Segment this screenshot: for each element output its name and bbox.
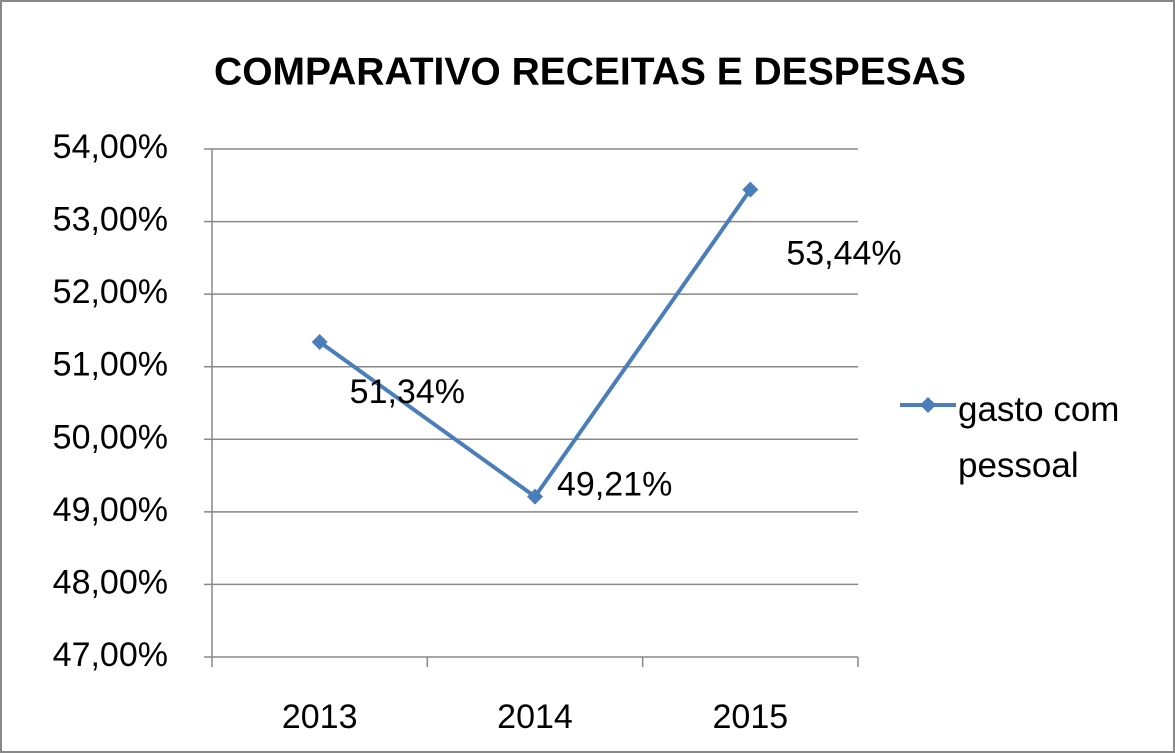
legend-label: gasto com pessoal <box>958 390 1120 485</box>
y-tick-label: 49,00% <box>53 491 168 529</box>
x-tick-label: 2015 <box>713 698 789 736</box>
y-tick-label: 53,00% <box>53 201 168 239</box>
point-marker <box>311 334 328 351</box>
y-tick-label: 50,00% <box>53 418 168 456</box>
x-tick-label: 2013 <box>282 698 358 736</box>
y-tick-label: 54,00% <box>53 128 168 166</box>
data-label: 49,21% <box>557 466 672 504</box>
point-marker <box>527 488 543 505</box>
y-tick-label: 52,00% <box>53 273 168 311</box>
y-tick-label: 47,00% <box>53 636 168 674</box>
point-marker <box>742 181 759 198</box>
x-tick-label: 2014 <box>497 698 573 736</box>
data-label: 53,44% <box>786 235 901 273</box>
data-label: 51,34% <box>350 373 465 411</box>
chart-title: COMPARATIVO RECEITAS E DESPESAS <box>214 50 966 93</box>
legend-marker <box>920 397 936 413</box>
y-tick-label: 48,00% <box>53 563 168 601</box>
y-tick-label: 51,00% <box>53 346 168 384</box>
